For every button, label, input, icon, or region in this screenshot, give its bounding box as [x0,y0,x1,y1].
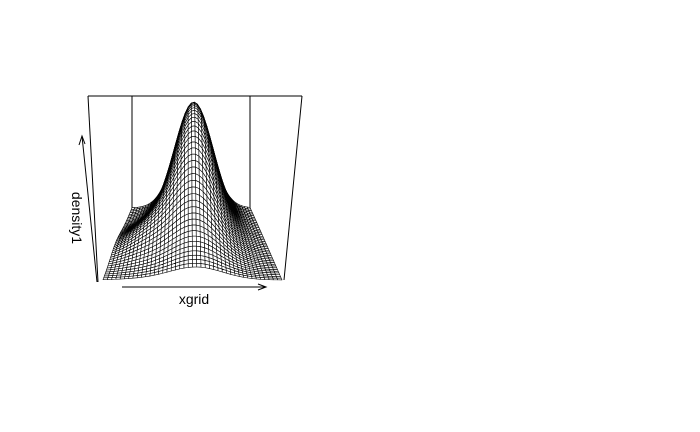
surface-facet [187,199,193,208]
surface-facet [191,141,196,149]
surface-facet [136,274,143,279]
surface-facet [187,230,193,238]
surface-facet [196,240,201,248]
bounding-box-front [87,95,303,283]
surface-facet [179,264,185,270]
surface-facet [187,250,193,257]
surface-facet [191,230,197,237]
surface-facet [200,263,206,269]
surface-facet [192,262,198,268]
surface-facet [191,206,197,214]
x-axis-arrowhead [257,283,268,291]
surface-facet [145,273,151,278]
surface-facet [192,250,197,256]
surface-facet [191,240,197,247]
surface-facet [183,263,189,269]
surface-facet [192,245,197,252]
surface-facet [191,125,196,132]
axes: xgrid density1 [69,134,268,307]
surface-facet [191,153,196,161]
surface-facet [195,235,201,243]
surface-facet [191,199,197,208]
box-edge-front-right [283,95,303,281]
surface-facet [196,250,202,256]
surface-facet [191,135,196,143]
surface-mesh [102,101,283,281]
surface-facet [204,263,210,269]
z-axis-arrowhead [78,134,86,146]
surface-facet [187,245,193,252]
x-axis-label: xgrid [179,291,209,307]
surface-facet [187,206,193,215]
surface-facet [196,262,202,268]
z-axis-arrow [81,135,98,283]
surface-facet [276,277,283,281]
surface-facet [191,193,197,201]
surface-facet [191,212,197,220]
surface-facet [187,212,193,221]
surface-facet [187,241,193,248]
surface-facet [191,166,196,175]
surface-facet [191,179,197,188]
surface-facet [191,160,196,168]
surface-facet [196,245,201,252]
surface-facet [191,173,196,181]
surface-facet [187,218,193,227]
surface-facet [191,235,197,242]
surface-facet [196,259,202,264]
surface-facet [187,224,193,232]
surface-facet [191,147,196,155]
surface-facet [191,218,197,226]
surface-facet [247,275,253,279]
surface-facet [141,273,147,278]
surface-facet [192,259,197,264]
surface-facet [191,224,197,232]
surface-facet [191,121,196,127]
surface-facet [191,130,196,137]
box-edge-front-left [87,95,99,283]
surface-facet [187,235,193,243]
z-axis-label: density1 [69,192,85,244]
surface-facet [192,254,197,260]
surface-facet [187,263,193,268]
surface-facet [191,186,197,195]
surface-facet [196,254,202,261]
